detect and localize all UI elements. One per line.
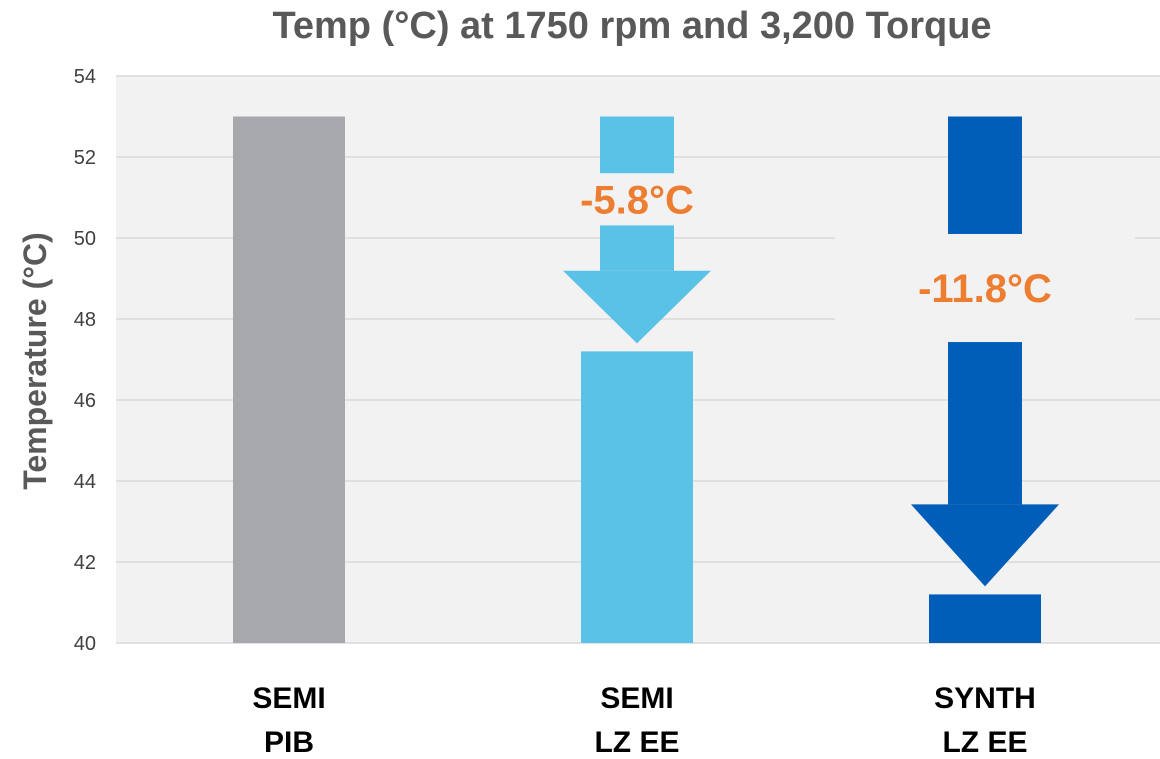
y-tick-label: 44 [74, 471, 96, 493]
y-tick-label: 46 [74, 390, 96, 412]
arrow-shaft [948, 116, 1022, 234]
chart-title: Temp (°C) at 1750 rpm and 3,200 Torque [272, 5, 991, 47]
arrow-head [563, 270, 711, 344]
y-tick-label: 42 [74, 552, 96, 574]
delta-label-background [487, 173, 787, 226]
y-tick-label: 52 [74, 147, 96, 169]
x-tick-label: LZ EE [942, 726, 1027, 759]
delta-label: -5.8°C [580, 178, 694, 222]
y-tick-label: 54 [74, 66, 96, 88]
x-tick-label: SYNTH [934, 682, 1036, 715]
arrow-shaft [600, 116, 674, 174]
arrow-shaft [948, 342, 1022, 505]
x-tick-label: SEMI [252, 682, 325, 715]
bar [233, 116, 345, 643]
y-axis-label: Temperature (°C) [17, 232, 53, 490]
y-tick-label: 50 [74, 228, 96, 250]
y-tick-label: 40 [74, 633, 96, 655]
x-tick-label: LZ EE [594, 726, 679, 759]
bar [581, 351, 693, 643]
arrow-head [911, 504, 1059, 587]
delta-label: -11.8°C [918, 267, 1052, 311]
delta-label-background [835, 233, 1135, 343]
y-tick-label: 48 [74, 309, 96, 331]
bar [929, 594, 1041, 643]
x-tick-label: SEMI [600, 682, 673, 715]
arrow-shaft [600, 225, 674, 271]
x-tick-label: PIB [264, 726, 314, 759]
